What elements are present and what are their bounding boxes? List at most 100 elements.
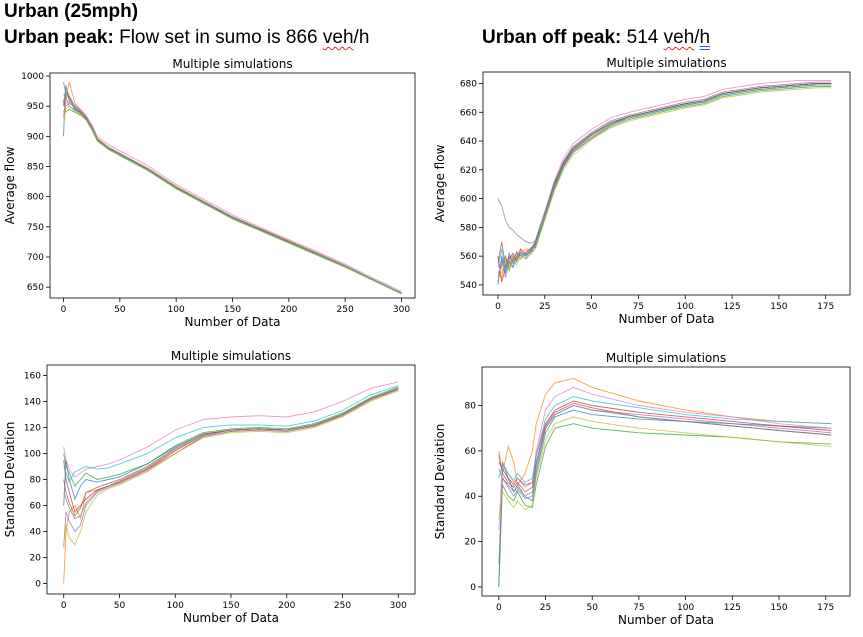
- y-tick-label: 20: [30, 554, 42, 564]
- y-tick-label: 680: [460, 80, 477, 90]
- plot-frame: [46, 364, 416, 595]
- x-tick-label: 25: [540, 603, 551, 613]
- urban-offpeak-unit-veh: veh: [663, 27, 695, 48]
- series-line-1: [63, 387, 399, 506]
- series-line-5: [497, 84, 832, 283]
- y-tick-label: 40: [30, 528, 42, 538]
- x-tick-label: 50: [586, 603, 598, 613]
- chart-peak-standard-deviation: Multiple simulations 0 50 100 150 200 250 300 0 2…: [3, 349, 416, 625]
- series-line-7: [497, 80, 832, 274]
- y-tick-label: 60: [465, 447, 477, 457]
- y-tick-label: 900: [27, 132, 44, 142]
- x-tick-label: 125: [723, 302, 740, 312]
- series-line-8: [63, 81, 402, 294]
- x-tick-label: 175: [817, 302, 834, 312]
- series-line-9: [63, 390, 399, 546]
- x-tick-label: 50: [114, 305, 126, 315]
- x-tick-label: 25: [539, 302, 550, 312]
- urban-offpeak-unit-h: h: [699, 27, 711, 48]
- series-line-7: [63, 100, 402, 292]
- chart-title: Multiple simulations: [606, 56, 726, 70]
- series-line-2: [497, 84, 832, 280]
- x-axis-label: Number of Data: [618, 613, 714, 627]
- y-tick-label: 20: [465, 538, 477, 548]
- x-tick-label: 250: [334, 601, 351, 611]
- series-line-4: [498, 400, 832, 486]
- x-tick-label: 75: [633, 302, 644, 312]
- series-line-10: [63, 86, 402, 294]
- y-tick-label: 1000: [21, 72, 44, 82]
- y-tick-label: 540: [460, 281, 477, 291]
- plot-frame: [49, 72, 416, 299]
- y-tick-label: 850: [27, 162, 44, 172]
- y-tick-label: 580: [460, 223, 477, 233]
- chart-title: Multiple simulations: [172, 57, 292, 71]
- x-tick-label: 150: [222, 601, 239, 611]
- x-tick-label: 200: [280, 305, 297, 315]
- y-tick-label: 120: [24, 423, 41, 433]
- series-line-6: [498, 402, 832, 493]
- chart-title: Multiple simulations: [606, 351, 726, 365]
- y-tick-label: 640: [460, 137, 477, 147]
- urban-peak-unit-veh: veh: [322, 27, 354, 48]
- x-axis-label: Number of Data: [184, 315, 280, 329]
- series-line-2: [63, 81, 402, 294]
- y-tick-label: 560: [460, 252, 477, 262]
- series-line-1: [498, 409, 832, 587]
- x-tick-label: 50: [586, 302, 598, 312]
- x-axis-label: Number of Data: [183, 611, 279, 625]
- series-line-10: [497, 84, 832, 273]
- plot-frame: [481, 366, 851, 597]
- x-tick-label: 0: [495, 302, 501, 312]
- urban-peak-unit-per-hour: /h: [353, 27, 370, 48]
- y-tick-label: 0: [35, 580, 41, 590]
- series-line-9: [497, 87, 832, 280]
- series-line-3: [63, 100, 402, 295]
- series-line-1: [63, 85, 402, 294]
- y-tick-label: 0: [470, 583, 476, 593]
- series-line-10: [63, 385, 399, 484]
- chart-offpeak-standard-deviation: Multiple simulations 0 25 50 75 100 125 150 175 0…: [433, 351, 851, 627]
- series-line-9: [63, 105, 402, 295]
- series-line-3: [497, 85, 832, 278]
- x-tick-label: 100: [167, 601, 184, 611]
- x-tick-label: 0: [61, 601, 67, 611]
- series-line-6: [63, 93, 402, 294]
- series-line-10: [498, 396, 832, 484]
- y-tick-label: 700: [27, 253, 44, 263]
- y-tick-label: 800: [27, 193, 44, 203]
- chart-peak-average-flow: Multiple simulations 0 50 100 150 200 250 300 65…: [3, 57, 416, 329]
- x-tick-label: 50: [114, 601, 126, 611]
- series-line-3: [63, 386, 399, 487]
- urban-peak-text: Flow set in sumo is 866: [113, 27, 323, 48]
- y-axis-label: Standard Deviation: [433, 424, 447, 540]
- urban-offpeak-text: 514: [621, 27, 664, 48]
- urban-peak-label: Urban peak:: [4, 27, 114, 48]
- x-tick-label: 125: [724, 603, 741, 613]
- y-axis-label: Standard Deviation: [3, 422, 17, 538]
- series-line-7: [498, 386, 832, 531]
- chart-offpeak-average-flow: Multiple simulations 0 25 50 75 100 125 150 175 5…: [433, 56, 851, 326]
- series-line-5: [63, 102, 402, 295]
- series-line-1: [497, 83, 832, 285]
- y-tick-label: 620: [460, 166, 477, 176]
- series-line-7: [63, 381, 399, 478]
- y-tick-label: 160: [24, 371, 41, 381]
- series-line-4: [497, 83, 832, 283]
- y-tick-label: 100: [24, 449, 41, 459]
- x-tick-label: 300: [390, 601, 407, 611]
- series-line-2: [498, 377, 832, 487]
- plot-frame: [482, 71, 851, 296]
- x-tick-label: 75: [633, 603, 644, 613]
- series-line-8: [498, 405, 832, 497]
- chart-title: Multiple simulations: [171, 349, 291, 363]
- urban-offpeak-label: Urban off peak:: [482, 27, 622, 48]
- series-line-3: [498, 423, 832, 587]
- x-tick-label: 300: [393, 305, 410, 315]
- x-tick-label: 200: [278, 601, 295, 611]
- y-tick-label: 750: [27, 223, 44, 233]
- y-tick-label: 40: [465, 492, 477, 502]
- series-line-4: [63, 89, 402, 294]
- series-line-8: [497, 81, 832, 244]
- x-axis-label: Number of Data: [618, 312, 714, 326]
